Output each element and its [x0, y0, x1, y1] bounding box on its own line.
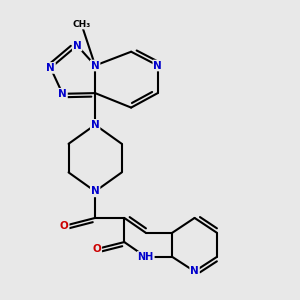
Text: CH₃: CH₃: [72, 20, 91, 28]
Text: NH: NH: [138, 252, 154, 262]
Text: N: N: [91, 120, 100, 130]
Text: N: N: [91, 186, 100, 197]
Text: N: N: [58, 89, 67, 99]
Text: N: N: [190, 266, 199, 276]
Text: O: O: [60, 221, 69, 231]
Text: N: N: [91, 61, 100, 70]
Text: N: N: [153, 61, 162, 70]
Text: N: N: [73, 40, 82, 50]
Text: O: O: [92, 244, 101, 254]
Text: N: N: [46, 63, 55, 73]
